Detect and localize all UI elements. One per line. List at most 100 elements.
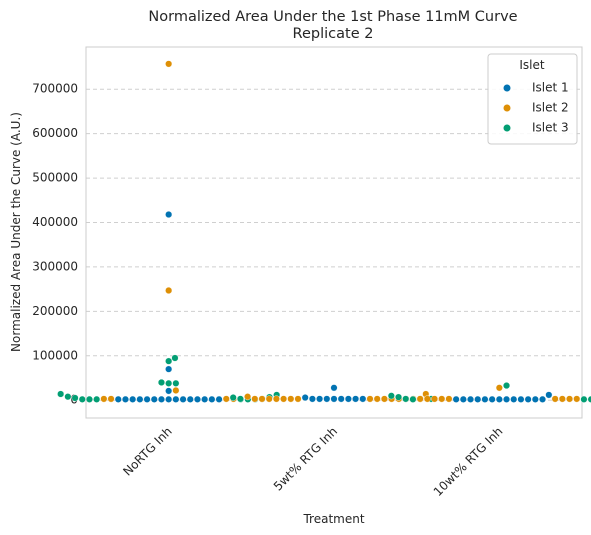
data-point — [517, 395, 525, 403]
data-point — [114, 395, 122, 403]
data-point — [352, 395, 360, 403]
x-tick-label: NoRTG Inh — [120, 424, 174, 478]
y-axis-label: Normalized Area Under the Curve (A.U.) — [9, 112, 23, 352]
data-point — [481, 395, 489, 403]
data-point — [566, 395, 574, 403]
data-point — [495, 395, 503, 403]
legend-label: Islet 2 — [532, 101, 569, 115]
data-point — [172, 379, 180, 387]
x-tick-label: 10wt% RTG Inh — [431, 424, 506, 499]
data-point — [171, 354, 179, 362]
data-point — [495, 384, 503, 392]
data-point — [558, 395, 566, 403]
data-point — [431, 395, 439, 403]
data-point — [100, 395, 108, 403]
data-point — [416, 395, 424, 403]
y-tick-label: 400000 — [32, 215, 78, 229]
data-point — [373, 395, 381, 403]
data-point — [459, 395, 467, 403]
data-point — [272, 395, 280, 403]
legend-label: Islet 1 — [532, 81, 569, 95]
data-point — [587, 395, 591, 403]
data-point — [78, 395, 86, 403]
data-point — [330, 395, 338, 403]
data-point — [222, 395, 230, 403]
data-point — [179, 395, 187, 403]
legend-marker — [503, 124, 511, 132]
data-point — [129, 395, 137, 403]
legend-label: Islet 3 — [532, 121, 569, 135]
data-point — [402, 395, 410, 403]
data-point — [359, 395, 367, 403]
data-point — [193, 395, 201, 403]
data-point — [201, 395, 209, 403]
x-tick-label: 5wt% RTG Inh — [271, 424, 340, 493]
data-point — [229, 394, 237, 402]
data-point — [545, 391, 553, 399]
data-point — [157, 378, 165, 386]
data-point — [265, 395, 273, 403]
plot-frame — [85, 46, 583, 419]
data-point — [71, 394, 79, 402]
data-point — [539, 395, 547, 403]
legend-frame — [487, 53, 578, 145]
y-tick-label: 300000 — [32, 259, 78, 273]
data-point — [409, 395, 417, 403]
data-point — [467, 395, 475, 403]
data-point — [323, 395, 331, 403]
data-point — [150, 395, 158, 403]
legend-items: Islet 1 Islet 2 Islet 3 — [503, 81, 569, 135]
data-point — [172, 395, 180, 403]
legend-marker — [503, 84, 511, 92]
x-axis-label: Treatment — [302, 512, 364, 526]
data-point — [531, 395, 539, 403]
data-point — [452, 395, 460, 403]
data-point — [121, 395, 129, 403]
data-point — [330, 384, 338, 392]
data-point — [503, 382, 511, 390]
data-point — [236, 395, 244, 403]
y-tick-label: 200000 — [32, 304, 78, 318]
data-point — [157, 395, 165, 403]
data-point — [387, 392, 395, 400]
data-point — [172, 386, 180, 394]
data-point — [208, 395, 216, 403]
data-point — [301, 394, 309, 402]
data-point — [438, 395, 446, 403]
data-point — [57, 390, 65, 398]
data-point — [165, 357, 173, 365]
data-point — [64, 393, 72, 401]
data-point — [503, 395, 511, 403]
data-point — [580, 395, 588, 403]
data-point — [573, 395, 581, 403]
y-tick-label: 100000 — [32, 348, 78, 362]
data-point — [488, 395, 496, 403]
data-point — [165, 365, 173, 373]
data-point — [165, 395, 173, 403]
data-point — [258, 395, 266, 403]
data-point — [366, 395, 374, 403]
data-point — [308, 395, 316, 403]
data-point — [337, 395, 345, 403]
data-point — [474, 395, 482, 403]
legend-title: Islet — [519, 58, 545, 72]
data-point — [380, 395, 388, 403]
data-point — [294, 395, 302, 403]
chart-title: Normalized Area Under the 1st Phase 11mM… — [148, 9, 517, 25]
legend: Islet Islet 1 Islet 2 Islet 3 — [487, 53, 578, 145]
data-point — [344, 395, 352, 403]
data-point — [524, 395, 532, 403]
data-point — [165, 387, 173, 395]
data-point — [165, 211, 173, 219]
data-point — [287, 395, 295, 403]
data-point — [93, 395, 101, 403]
data-point — [395, 393, 403, 401]
data-point — [280, 395, 288, 403]
data-point — [143, 395, 151, 403]
data-point — [186, 395, 194, 403]
y-tick-label: 600000 — [32, 126, 78, 140]
data-point — [244, 393, 252, 401]
y-tick-label: 700000 — [32, 82, 78, 96]
data-point — [165, 60, 173, 68]
